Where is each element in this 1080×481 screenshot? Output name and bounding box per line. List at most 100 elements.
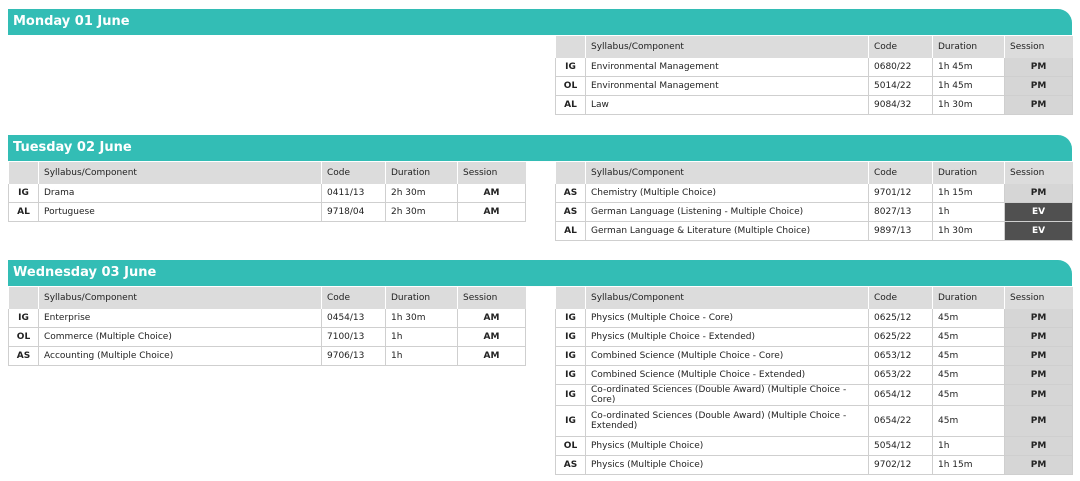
col-session: Session <box>1004 36 1073 58</box>
duration-cell: 45m <box>932 365 1005 385</box>
session-cell: PM <box>1004 346 1073 366</box>
session-cell: PM <box>1004 309 1073 328</box>
session-cell: PM <box>1004 455 1073 475</box>
syllabus-cell: Physics (Multiple Choice) <box>585 455 869 475</box>
level-cell: AS <box>555 202 586 222</box>
col-syllabus: Syllabus/Component <box>585 36 869 58</box>
duration-cell: 45m <box>932 346 1005 366</box>
duration-cell: 2h 30m <box>385 202 458 222</box>
day-header-monday: Monday 01 June <box>8 9 1072 35</box>
code-cell: 0680/22 <box>868 58 933 77</box>
table-row: IG Combined Science (Multiple Choice - C… <box>555 346 1073 366</box>
col-duration: Duration <box>932 162 1005 184</box>
duration-cell: 2h 30m <box>385 184 458 203</box>
col-code: Code <box>321 162 386 184</box>
code-cell: 0653/12 <box>868 346 933 366</box>
table-row: AS Chemistry (Multiple Choice) 9701/12 1… <box>555 184 1073 203</box>
syllabus-cell: Drama <box>38 184 322 203</box>
table-row: IG Physics (Multiple Choice - Core) 0625… <box>555 309 1073 328</box>
code-cell: 0625/22 <box>868 327 933 347</box>
table-row: AL Law 9084/32 1h 30m PM <box>555 95 1073 115</box>
table-header-row: Syllabus/Component Code Duration Session <box>555 36 1073 58</box>
session-cell: PM <box>1004 327 1073 347</box>
table-row: IG Environmental Management 0680/22 1h 4… <box>555 58 1073 77</box>
level-cell: IG <box>555 384 586 406</box>
duration-cell: 1h 15m <box>932 455 1005 475</box>
session-cell: PM <box>1004 76 1073 96</box>
col-level <box>555 287 586 309</box>
table-header-row: Syllabus/Component Code Duration Session <box>8 162 526 184</box>
col-syllabus: Syllabus/Component <box>585 287 869 309</box>
col-session: Session <box>457 162 526 184</box>
session-cell: PM <box>1004 58 1073 77</box>
table-header-row: Syllabus/Component Code Duration Session <box>555 162 1073 184</box>
col-level <box>8 287 39 309</box>
syllabus-cell: Combined Science (Multiple Choice - Exte… <box>585 365 869 385</box>
syllabus-cell: Environmental Management <box>585 76 869 96</box>
level-cell: AL <box>555 221 586 241</box>
duration-cell: 1h <box>385 327 458 347</box>
level-cell: IG <box>8 309 39 328</box>
col-duration: Duration <box>385 287 458 309</box>
code-cell: 9702/12 <box>868 455 933 475</box>
col-syllabus: Syllabus/Component <box>585 162 869 184</box>
session-cell: PM <box>1004 184 1073 203</box>
day-header-tuesday: Tuesday 02 June <box>8 135 1072 161</box>
col-code: Code <box>321 287 386 309</box>
session-cell: PM <box>1004 436 1073 456</box>
table-row: IG Enterprise 0454/13 1h 30m AM <box>8 309 526 328</box>
wednesday-right-table: Syllabus/Component Code Duration Session… <box>555 287 1073 475</box>
level-cell: IG <box>555 346 586 366</box>
level-cell: IG <box>555 309 586 328</box>
session-cell: AM <box>457 346 526 366</box>
level-cell: AL <box>8 202 39 222</box>
level-cell: IG <box>555 327 586 347</box>
duration-cell: 1h <box>932 436 1005 456</box>
code-cell: 9084/32 <box>868 95 933 115</box>
duration-cell: 1h 45m <box>932 58 1005 77</box>
duration-cell: 1h 30m <box>932 95 1005 115</box>
wednesday-left-table: Syllabus/Component Code Duration Session… <box>8 287 526 366</box>
duration-cell: 45m <box>932 309 1005 328</box>
duration-cell: 1h 30m <box>385 309 458 328</box>
code-cell: 9701/12 <box>868 184 933 203</box>
table-row: OL Commerce (Multiple Choice) 7100/13 1h… <box>8 327 526 347</box>
code-cell: 0653/22 <box>868 365 933 385</box>
session-cell: PM <box>1004 405 1073 437</box>
syllabus-cell: Enterprise <box>38 309 322 328</box>
syllabus-cell: Combined Science (Multiple Choice - Core… <box>585 346 869 366</box>
table-header-row: Syllabus/Component Code Duration Session <box>8 287 526 309</box>
code-cell: 5014/22 <box>868 76 933 96</box>
level-cell: AS <box>555 455 586 475</box>
col-syllabus: Syllabus/Component <box>38 162 322 184</box>
day-header-wednesday: Wednesday 03 June <box>8 260 1072 286</box>
level-cell: OL <box>555 436 586 456</box>
table-row: AL German Language & Literature (Multipl… <box>555 221 1073 241</box>
code-cell: 0625/12 <box>868 309 933 328</box>
session-cell: AM <box>457 184 526 203</box>
duration-cell: 1h <box>385 346 458 366</box>
col-session: Session <box>1004 287 1073 309</box>
session-cell: PM <box>1004 365 1073 385</box>
col-level <box>555 36 586 58</box>
level-cell: AS <box>555 184 586 203</box>
session-cell: PM <box>1004 95 1073 115</box>
syllabus-cell: Physics (Multiple Choice) <box>585 436 869 456</box>
level-cell: AS <box>8 346 39 366</box>
level-cell: IG <box>8 184 39 203</box>
session-cell: EV <box>1004 202 1073 222</box>
col-duration: Duration <box>932 36 1005 58</box>
table-row: AS Physics (Multiple Choice) 9702/12 1h … <box>555 455 1073 475</box>
table-header-row: Syllabus/Component Code Duration Session <box>555 287 1073 309</box>
col-duration: Duration <box>385 162 458 184</box>
col-level <box>8 162 39 184</box>
col-code: Code <box>868 36 933 58</box>
duration-cell: 45m <box>932 405 1005 437</box>
code-cell: 0454/13 <box>321 309 386 328</box>
level-cell: OL <box>8 327 39 347</box>
syllabus-cell: Commerce (Multiple Choice) <box>38 327 322 347</box>
duration-cell: 45m <box>932 384 1005 406</box>
code-cell: 5054/12 <box>868 436 933 456</box>
code-cell: 8027/13 <box>868 202 933 222</box>
table-row: IG Co-ordinated Sciences (Double Award) … <box>555 384 1073 406</box>
